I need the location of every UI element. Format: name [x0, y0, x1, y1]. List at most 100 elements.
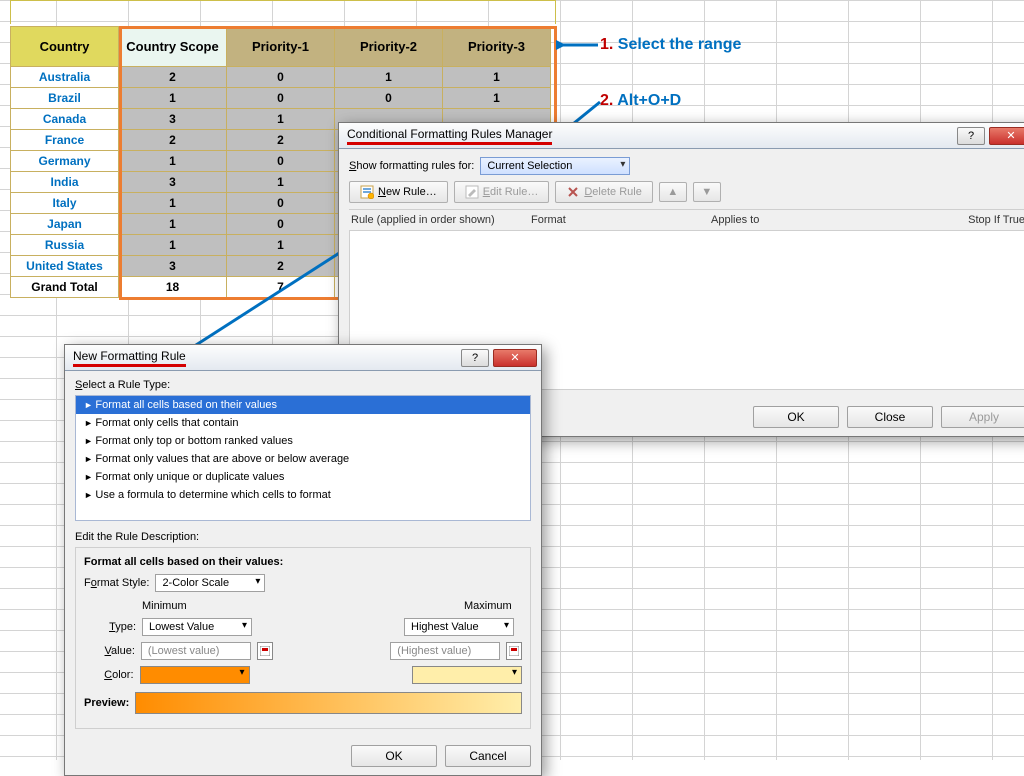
- rule-type-item[interactable]: Format only top or bottom ranked values: [76, 432, 530, 450]
- new-rule-cancel-button[interactable]: Cancel: [445, 745, 531, 767]
- data-cell[interactable]: 1: [119, 235, 227, 256]
- delete-rule-button: Delete Rule: [555, 181, 653, 203]
- country-cell[interactable]: Italy: [11, 193, 119, 214]
- new-rule-titlebar[interactable]: New Formatting Rule ? ✕: [65, 345, 541, 371]
- max-value-picker-icon[interactable]: [506, 642, 522, 660]
- min-value-input[interactable]: (Lowest value): [141, 642, 251, 660]
- new-rule-close-button[interactable]: ✕: [493, 349, 537, 367]
- data-cell[interactable]: 0: [227, 67, 335, 88]
- data-cell[interactable]: 1: [227, 109, 335, 130]
- new-rule-button[interactable]: New Rule…: [349, 181, 448, 203]
- col-p2: Priority-2: [335, 27, 443, 67]
- data-cell[interactable]: 0: [227, 88, 335, 109]
- rules-manager-titlebar[interactable]: Conditional Formatting Rules Manager ? ✕: [339, 123, 1024, 149]
- rules-apply-button: Apply: [941, 406, 1024, 428]
- delete-rule-icon: [566, 185, 580, 199]
- desc-header: Format all cells based on their values:: [84, 556, 522, 568]
- data-cell[interactable]: 0: [227, 214, 335, 235]
- data-cell[interactable]: 2: [227, 256, 335, 277]
- data-cell[interactable]: 0: [227, 151, 335, 172]
- data-cell[interactable]: 3: [119, 256, 227, 277]
- col-country: Country: [11, 27, 119, 67]
- col-format: Format: [531, 214, 711, 226]
- max-type-combo[interactable]: Highest Value: [404, 618, 514, 636]
- format-style-label: Format Style:: [84, 577, 149, 589]
- data-cell[interactable]: 3: [119, 109, 227, 130]
- data-cell[interactable]: 2: [119, 130, 227, 151]
- color-row-label: Color:: [84, 669, 134, 681]
- country-cell[interactable]: Australia: [11, 67, 119, 88]
- data-cell[interactable]: 18: [119, 277, 227, 298]
- col-p3: Priority-3: [443, 27, 551, 67]
- country-cell[interactable]: Grand Total: [11, 277, 119, 298]
- data-cell[interactable]: 1: [227, 235, 335, 256]
- table-row[interactable]: Brazil1001: [11, 88, 551, 109]
- rules-ok-button[interactable]: OK: [753, 406, 839, 428]
- data-cell[interactable]: 1: [227, 172, 335, 193]
- country-cell[interactable]: France: [11, 130, 119, 151]
- data-cell[interactable]: 1: [443, 88, 551, 109]
- rule-type-item[interactable]: Use a formula to determine which cells t…: [76, 486, 530, 504]
- preview-label: Preview:: [84, 697, 129, 709]
- show-rules-select[interactable]: Current Selection: [480, 157, 630, 175]
- col-scope: Country Scope: [119, 27, 227, 67]
- select-rule-type-label: Select a Rule Type:: [75, 379, 531, 391]
- rules-columns: Rule (applied in order shown) Format App…: [349, 209, 1024, 230]
- help-button[interactable]: ?: [957, 127, 985, 145]
- rule-type-listbox[interactable]: Format all cells based on their valuesFo…: [75, 395, 531, 521]
- country-cell[interactable]: United States: [11, 256, 119, 277]
- data-cell[interactable]: 7: [227, 277, 335, 298]
- format-style-combo[interactable]: 2-Color Scale: [155, 574, 265, 592]
- country-cell[interactable]: Brazil: [11, 88, 119, 109]
- data-cell[interactable]: 0: [227, 193, 335, 214]
- edit-description-label: Edit the Rule Description:: [75, 531, 531, 543]
- col-rule: Rule (applied in order shown): [351, 214, 531, 226]
- country-cell[interactable]: India: [11, 172, 119, 193]
- annotation-2: 2. Alt+O+D: [600, 92, 681, 110]
- top-hairline: [10, 0, 556, 24]
- data-cell[interactable]: 2: [119, 67, 227, 88]
- rule-type-item[interactable]: Format all cells based on their values: [76, 396, 530, 414]
- country-cell[interactable]: Russia: [11, 235, 119, 256]
- country-cell[interactable]: Canada: [11, 109, 119, 130]
- data-cell[interactable]: 1: [119, 193, 227, 214]
- new-rule-dialog: New Formatting Rule ? ✕ Select a Rule Ty…: [64, 344, 542, 776]
- data-cell[interactable]: 2: [227, 130, 335, 151]
- rules-close-button[interactable]: Close: [847, 406, 933, 428]
- rule-type-item[interactable]: Format only cells that contain: [76, 414, 530, 432]
- table-row[interactable]: Australia2011: [11, 67, 551, 88]
- new-rule-help-button[interactable]: ?: [461, 349, 489, 367]
- min-color-swatch[interactable]: [140, 666, 250, 684]
- close-button[interactable]: ✕: [989, 127, 1024, 145]
- data-cell[interactable]: 1: [119, 214, 227, 235]
- min-value-picker-icon[interactable]: [257, 642, 273, 660]
- data-cell[interactable]: 1: [119, 88, 227, 109]
- move-down-button: ▼: [693, 182, 721, 202]
- data-cell[interactable]: 3: [119, 172, 227, 193]
- country-cell[interactable]: Germany: [11, 151, 119, 172]
- data-cell[interactable]: 0: [335, 88, 443, 109]
- maximum-label: Maximum: [464, 600, 512, 612]
- data-cell[interactable]: 1: [335, 67, 443, 88]
- new-rule-icon: [360, 185, 374, 199]
- type-row-label: Type:: [84, 621, 136, 633]
- rule-type-item[interactable]: Format only values that are above or bel…: [76, 450, 530, 468]
- data-cell[interactable]: 1: [443, 67, 551, 88]
- annotation-1-text: Select the range: [613, 36, 741, 53]
- annotation-1: 1. Select the range: [600, 36, 741, 54]
- country-cell[interactable]: Japan: [11, 214, 119, 235]
- edit-rule-icon: [465, 185, 479, 199]
- max-value-input[interactable]: (Highest value): [390, 642, 500, 660]
- rule-type-item[interactable]: Format only unique or duplicate values: [76, 468, 530, 486]
- minimum-label: Minimum: [142, 600, 312, 612]
- max-color-swatch[interactable]: [412, 666, 522, 684]
- new-rule-ok-button[interactable]: OK: [351, 745, 437, 767]
- annotation-2-text: Alt+O+D: [613, 92, 681, 109]
- min-type-combo[interactable]: Lowest Value: [142, 618, 252, 636]
- rules-manager-title: Conditional Formatting Rules Manager: [347, 127, 552, 145]
- table-header-row: Country Country Scope Priority-1 Priorit…: [11, 27, 551, 67]
- col-stop: Stop If True: [935, 214, 1024, 226]
- data-cell[interactable]: 1: [119, 151, 227, 172]
- col-applies: Applies to: [711, 214, 935, 226]
- value-row-label: Value:: [84, 645, 135, 657]
